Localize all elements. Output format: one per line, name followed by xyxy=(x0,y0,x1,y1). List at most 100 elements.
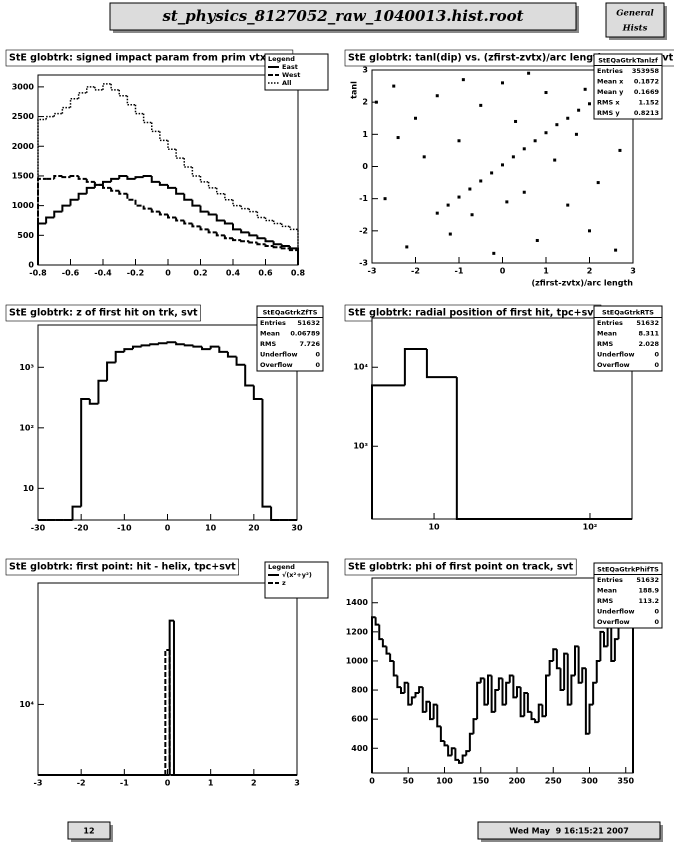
hist-bin xyxy=(183,193,193,201)
hist-bin xyxy=(150,208,160,213)
hist-bin xyxy=(418,686,423,693)
hist-bin xyxy=(167,184,177,189)
point xyxy=(446,203,450,207)
hist-bin xyxy=(134,199,144,207)
stats-box xyxy=(593,53,663,120)
x-tick-label: -3 xyxy=(368,267,377,276)
hist-bin xyxy=(77,175,87,180)
hist-bin xyxy=(240,240,250,243)
hist-bin xyxy=(523,691,528,717)
point xyxy=(435,94,439,98)
hist-bin xyxy=(134,176,144,179)
hist-bin xyxy=(85,178,95,183)
x-tick-label: 10 xyxy=(428,523,440,532)
hist-bin xyxy=(519,687,525,718)
stats-value: 0.8213 xyxy=(634,109,659,117)
side-label: Hists xyxy=(622,24,648,34)
hist-bin xyxy=(94,86,103,91)
x-tick-label: 300 xyxy=(581,777,598,786)
stats-value: 113.2 xyxy=(638,597,659,605)
stats-label: Underflow xyxy=(597,350,634,358)
x-tick-label: 0 xyxy=(165,269,171,278)
x-tick-label: 20 xyxy=(248,524,260,533)
stats-value: 0 xyxy=(315,361,320,369)
stats-label: Underflow xyxy=(597,607,634,615)
x-tick-label: 0 xyxy=(369,777,375,786)
hist-bin xyxy=(37,222,47,265)
stats-value: 0.1872 xyxy=(634,77,659,85)
y-tick-label: 400 xyxy=(351,744,368,753)
point xyxy=(405,245,409,249)
page-number: 12 xyxy=(83,827,94,836)
hist-bin xyxy=(534,719,539,724)
hist-bin xyxy=(61,175,71,179)
y-tick-label: 10⁴ xyxy=(353,363,368,372)
x-tick-label: 200 xyxy=(509,777,526,786)
point xyxy=(479,179,483,183)
hist-bin xyxy=(110,187,120,192)
hist-bin xyxy=(447,745,452,757)
hist-bin xyxy=(164,648,170,775)
hist-bin xyxy=(240,229,250,234)
hist-bin xyxy=(53,112,63,117)
hist-bin xyxy=(149,343,159,346)
panel-title: StE globtrk: radial position of first hi… xyxy=(348,308,598,319)
x-tick-label: 0.2 xyxy=(193,269,207,278)
hist-bin xyxy=(69,198,79,206)
hist-bin xyxy=(264,217,274,222)
point xyxy=(527,71,531,75)
stats-label: Mean x xyxy=(597,77,624,85)
y-tick-label: 10⁴ xyxy=(19,700,34,709)
x-tick-label: 1 xyxy=(208,779,214,788)
stats-value: 51632 xyxy=(297,319,320,327)
hist-bin xyxy=(378,624,383,641)
point xyxy=(596,181,600,185)
hist-bin xyxy=(223,220,233,225)
y-tick-label: 1200 xyxy=(346,627,369,636)
hist-bin xyxy=(483,678,488,706)
hist-bin xyxy=(461,754,467,763)
stats-value: 0 xyxy=(654,618,659,626)
hist-bin xyxy=(396,675,401,689)
hist-bin xyxy=(166,341,177,344)
stats-label: Mean xyxy=(597,329,617,337)
hist-bin xyxy=(264,244,274,247)
title-box xyxy=(5,304,201,322)
point xyxy=(374,100,378,104)
stats-value: 51632 xyxy=(636,319,659,327)
hist-bin xyxy=(142,205,152,210)
y-tick-label: 500 xyxy=(17,231,34,240)
point xyxy=(514,119,518,123)
stats-label: Overflow xyxy=(597,361,630,369)
hist-bin xyxy=(272,241,282,246)
y-tick-label: 800 xyxy=(351,686,368,695)
hist-bin xyxy=(455,377,632,520)
hist-bin xyxy=(526,692,532,713)
side-box xyxy=(605,2,665,38)
x-tick-label: -0.6 xyxy=(62,269,80,278)
hist-bin xyxy=(436,704,441,728)
point xyxy=(511,155,515,159)
point xyxy=(544,131,548,135)
hist-bin xyxy=(80,397,90,507)
hist-bin xyxy=(465,750,470,756)
stats-name: StEQaGtrkPhifTS xyxy=(597,565,659,573)
hist-bin xyxy=(407,682,412,706)
x-tick-label: 100 xyxy=(436,777,453,786)
point xyxy=(533,139,537,143)
hist-bin xyxy=(403,348,427,386)
hist-bin xyxy=(389,653,394,662)
hist-bin xyxy=(385,646,391,655)
stats-label: Overflow xyxy=(597,618,630,626)
y-tick-label: 1000 xyxy=(12,201,35,210)
hist-bin xyxy=(450,747,456,756)
title-box xyxy=(344,49,674,67)
hist-bin xyxy=(400,687,405,694)
y-tick-label: 1400 xyxy=(346,598,369,607)
y-tick-label: 2500 xyxy=(12,112,35,121)
hist-bin xyxy=(563,652,568,691)
hist-bin xyxy=(53,174,63,179)
hist-bin xyxy=(102,184,112,189)
hist-bin xyxy=(432,703,438,720)
